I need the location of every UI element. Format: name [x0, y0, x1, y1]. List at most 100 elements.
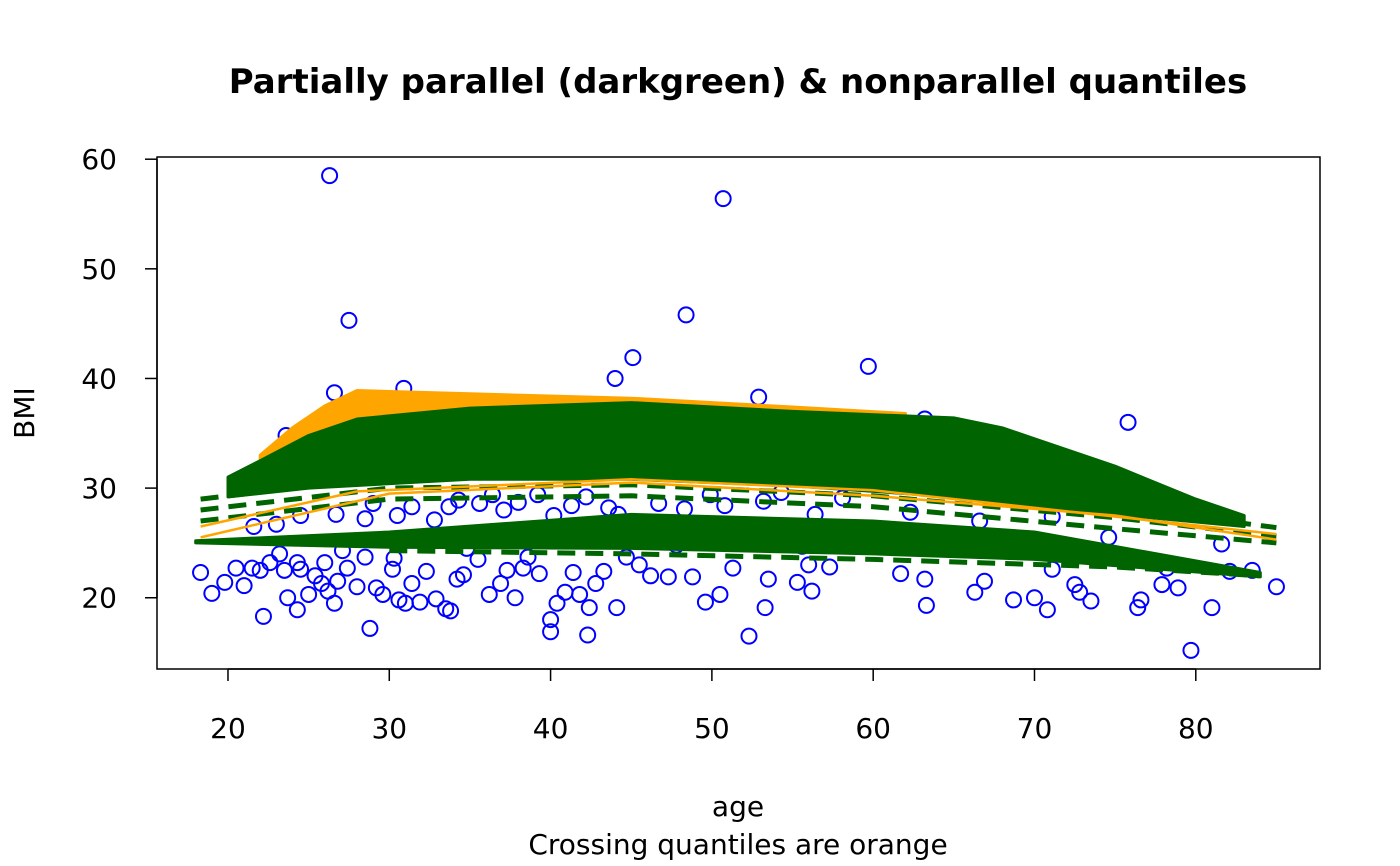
- data-point: [606, 369, 624, 387]
- x-tick-label: 40: [533, 712, 569, 745]
- data-point: [788, 573, 806, 591]
- data-point: [316, 554, 334, 572]
- data-point: [563, 497, 581, 515]
- data-point: [288, 601, 306, 619]
- quantile-band-parallel: [226, 401, 1246, 528]
- data-point: [492, 574, 510, 592]
- data-point: [329, 572, 347, 590]
- x-tick-label: 30: [371, 712, 407, 745]
- data-point: [542, 623, 560, 641]
- data-point: [275, 561, 293, 579]
- data-point: [579, 626, 597, 644]
- data-point: [300, 585, 318, 603]
- data-point: [1100, 528, 1118, 546]
- data-point: [480, 585, 498, 603]
- data-point: [675, 500, 693, 518]
- data-point: [388, 507, 406, 525]
- y-tick-label: 30: [81, 472, 117, 505]
- data-point: [756, 599, 774, 617]
- data-point: [542, 611, 560, 629]
- data-point: [975, 572, 993, 590]
- data-point: [361, 619, 379, 637]
- data-point: [417, 562, 435, 580]
- data-point: [901, 503, 919, 521]
- data-point: [966, 583, 984, 601]
- data-point: [892, 565, 910, 583]
- data-point: [427, 590, 445, 608]
- y-tick-label: 60: [81, 143, 117, 176]
- data-point: [571, 585, 589, 603]
- data-point: [425, 511, 443, 529]
- x-tick-label: 80: [1178, 712, 1214, 745]
- data-point: [556, 583, 574, 601]
- x-tick-label: 60: [855, 712, 891, 745]
- data-point: [192, 564, 210, 582]
- data-point: [514, 559, 532, 577]
- y-tick-label: 50: [81, 253, 117, 286]
- data-point: [1025, 589, 1043, 607]
- data-point: [519, 548, 537, 566]
- data-point: [203, 584, 221, 602]
- data-point: [348, 578, 366, 596]
- data-point: [711, 585, 729, 603]
- data-point: [580, 599, 598, 617]
- quantile-line-parallel: [389, 548, 1261, 579]
- data-point: [243, 559, 261, 577]
- chart-subtitle: Crossing quantiles are orange: [528, 828, 947, 861]
- data-point: [403, 574, 421, 592]
- data-point: [724, 559, 742, 577]
- x-axis-label: age: [712, 790, 764, 823]
- data-point: [759, 570, 777, 588]
- data-point: [325, 594, 343, 612]
- quantile-line-nonparallel: [200, 478, 1277, 536]
- data-point: [624, 349, 642, 367]
- chart-title: Partially parallel (darkgreen) & nonpara…: [229, 62, 1247, 102]
- data-point: [288, 554, 306, 572]
- data-point: [1119, 413, 1137, 431]
- data-point: [1071, 583, 1089, 601]
- data-point: [271, 545, 289, 563]
- data-point: [608, 599, 626, 617]
- data-point: [1129, 599, 1147, 617]
- quantile-band-parallel: [194, 512, 1262, 579]
- x-tick-label: 70: [1017, 712, 1053, 745]
- data-point: [506, 589, 524, 607]
- data-point: [684, 568, 702, 586]
- data-point: [261, 554, 279, 572]
- data-point: [1038, 601, 1056, 619]
- data-point: [1153, 576, 1171, 594]
- data-point: [411, 593, 429, 611]
- data-point: [279, 589, 297, 607]
- data-point: [642, 567, 660, 585]
- data-point: [454, 566, 472, 584]
- data-point: [254, 607, 272, 625]
- data-point: [356, 510, 374, 528]
- data-point: [1267, 578, 1285, 596]
- data-point: [364, 494, 382, 512]
- data-point: [803, 582, 821, 600]
- data-point: [548, 594, 566, 612]
- data-point: [859, 357, 877, 375]
- data-point: [216, 573, 234, 591]
- data-point: [1169, 579, 1187, 597]
- data-point: [587, 574, 605, 592]
- data-point: [495, 501, 513, 519]
- data-point: [630, 556, 648, 574]
- data-point: [595, 562, 613, 580]
- data-point: [267, 515, 285, 533]
- data-point: [1005, 591, 1023, 609]
- data-point: [800, 556, 818, 574]
- data-point: [1082, 592, 1100, 610]
- data-point: [1203, 599, 1221, 617]
- data-point: [403, 498, 421, 516]
- data-point: [916, 570, 934, 588]
- data-point: [235, 577, 253, 595]
- data-point: [677, 306, 695, 324]
- data-point: [498, 561, 516, 579]
- data-point: [340, 311, 358, 329]
- y-tick-label: 20: [81, 582, 117, 615]
- data-point: [821, 558, 839, 576]
- data-point: [327, 505, 345, 523]
- data-point: [1132, 591, 1150, 609]
- data-point: [1182, 641, 1200, 659]
